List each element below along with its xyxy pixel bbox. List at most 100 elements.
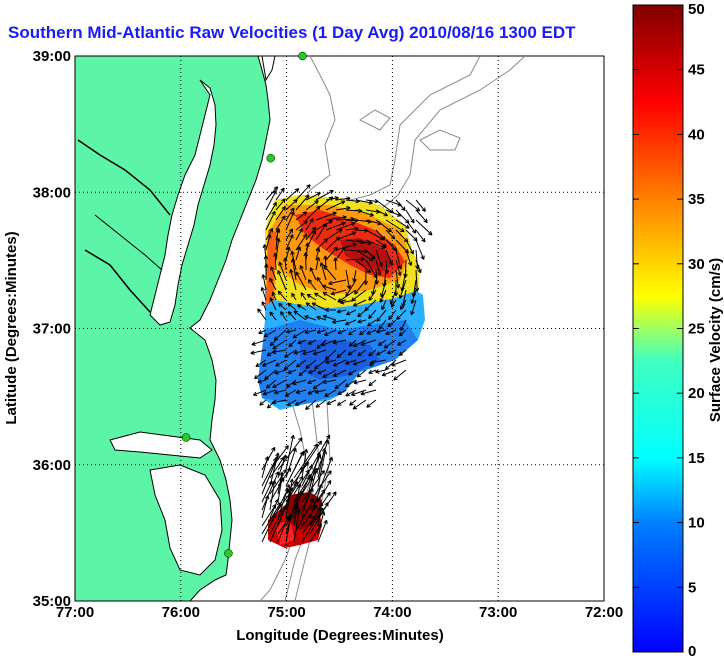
velocity-arrow <box>359 329 367 336</box>
velocity-arrow <box>269 339 277 347</box>
velocity-arrow <box>336 399 347 406</box>
velocity-arrow <box>255 359 267 368</box>
velocity-arrow <box>405 239 414 255</box>
colorbar-tick-label: 25 <box>688 321 705 338</box>
velocity-arrow <box>386 349 397 355</box>
x-tick-label: 72:00 <box>585 604 623 621</box>
velocity-arrow <box>273 252 278 271</box>
velocity-arrow <box>317 450 328 487</box>
velocity-arrow <box>315 238 329 251</box>
velocity-arrow <box>309 523 322 543</box>
velocity-arrow <box>301 504 318 527</box>
velocity-arrow <box>375 259 382 276</box>
x-axis-label: Longitude (Degrees:Minutes) <box>236 627 444 644</box>
velocity-arrow <box>265 210 276 231</box>
velocity-arrow <box>352 399 367 410</box>
velocity-vectors <box>250 184 433 543</box>
velocity-arrow <box>285 234 294 251</box>
velocity-arrow <box>379 289 387 303</box>
velocity-arrow <box>396 339 407 346</box>
velocity-arrow <box>295 194 310 211</box>
velocity-arrow <box>328 279 347 286</box>
velocity-arrow <box>356 369 367 378</box>
velocity-arrow <box>275 187 285 201</box>
velocity-arrow <box>415 219 433 236</box>
velocity-arrow <box>307 379 317 385</box>
velocity-arrow <box>269 277 277 291</box>
velocity-arrow <box>272 339 287 350</box>
velocity-arrow <box>311 302 327 311</box>
velocity-arrow <box>301 469 325 503</box>
velocity-arrow <box>309 267 317 281</box>
velocity-arrow <box>277 269 287 291</box>
velocity-arrow <box>317 502 324 527</box>
velocity-arrow <box>265 379 277 389</box>
velocity-arrow <box>345 269 352 290</box>
velocity-arrow <box>251 339 267 346</box>
velocity-arrow <box>285 434 295 471</box>
velocity-arrow <box>330 289 347 296</box>
velocity-arrow <box>285 211 295 231</box>
velocity-arrow <box>384 359 397 371</box>
velocity-arrow <box>395 269 401 289</box>
velocity-arrow <box>375 249 383 267</box>
velocity-arrow <box>376 349 387 356</box>
velocity-arrow <box>348 329 357 336</box>
velocity-arrow <box>375 369 387 374</box>
velocity-arrow <box>322 369 337 378</box>
velocity-arrow <box>325 215 347 221</box>
velocity-arrow <box>275 206 286 221</box>
velocity-arrow <box>355 259 372 273</box>
velocity-arrow <box>368 289 377 301</box>
velocity-arrow <box>370 359 387 365</box>
velocity-arrow <box>368 369 377 374</box>
velocity-arrow <box>262 359 277 367</box>
velocity-arrow <box>316 329 327 334</box>
velocity-arrow <box>400 299 407 310</box>
velocity-arrow <box>295 233 307 251</box>
velocity-arrow <box>285 513 294 543</box>
velocity-arrow <box>391 359 407 367</box>
velocity-arrow <box>261 495 270 519</box>
y-tick-label: 39:00 <box>33 48 71 65</box>
velocity-arrow <box>285 490 304 527</box>
velocity-arrow <box>284 389 297 397</box>
y-axis-label: Latitude (Degrees:Minutes) <box>3 231 20 424</box>
colorbar-tick-label: 20 <box>688 385 705 402</box>
velocity-arrow <box>314 359 327 370</box>
velocity-arrow <box>301 464 313 487</box>
velocity-arrow <box>352 269 357 283</box>
velocity-arrow <box>388 309 397 321</box>
velocity-arrow <box>375 329 387 334</box>
velocity-arrow <box>275 228 280 251</box>
velocity-arrow <box>285 451 304 487</box>
velocity-arrow <box>317 519 328 543</box>
velocity-arrow <box>317 369 327 375</box>
velocity-arrow <box>315 399 327 408</box>
velocity-arrow <box>324 329 337 336</box>
velocity-arrow <box>410 289 417 304</box>
velocity-arrow <box>298 369 307 377</box>
velocity-arrow <box>261 502 282 535</box>
velocity-arrow <box>339 299 357 305</box>
velocity-arrow <box>287 369 297 375</box>
velocity-arrow <box>325 200 346 211</box>
x-tick-label: 77:00 <box>56 604 94 621</box>
velocity-arrow <box>305 359 317 369</box>
velocity-arrow <box>307 279 317 291</box>
velocity-arrow <box>345 389 357 397</box>
velocity-arrow <box>295 228 303 241</box>
velocity-arrow <box>285 199 298 211</box>
velocity-arrow <box>304 315 317 321</box>
velocity-arrow <box>324 389 337 397</box>
velocity-arrow <box>395 199 406 211</box>
velocity-arrow <box>383 339 397 349</box>
velocity-arrow <box>292 379 307 386</box>
velocity-arrow <box>277 503 299 535</box>
velocity-arrow <box>277 481 299 511</box>
velocity-arrow <box>315 222 327 241</box>
velocity-arrow <box>415 229 426 243</box>
velocity-arrow <box>349 399 357 406</box>
pamlico-sound <box>149 464 223 576</box>
